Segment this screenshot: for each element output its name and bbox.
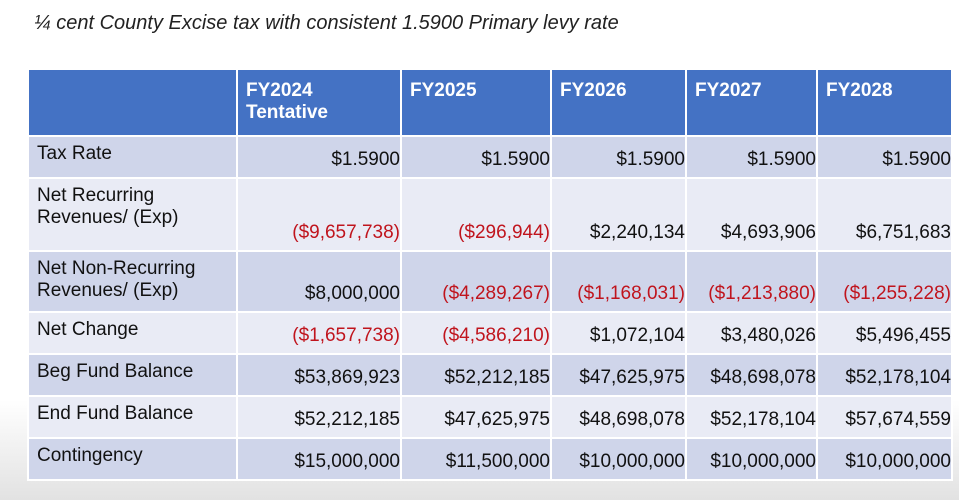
table-row: Contingency $15,000,000 $11,500,000 $10,000… [27, 437, 953, 481]
table-cell: ($4,289,267) [400, 250, 552, 313]
row-label: Contingency [27, 437, 238, 481]
table-row: Tax Rate $1.5900 $1.5900 $1.5900 $1.5900 $1.5… [27, 135, 953, 179]
row-label: Net Non-Recurring Revenues/ (Exp) [27, 250, 238, 313]
table-cell: $6,751,683 [816, 177, 953, 252]
table-cell: $11,500,000 [400, 437, 552, 481]
table-cell: ($1,168,031) [550, 250, 687, 313]
table-cell: $10,000,000 [685, 437, 818, 481]
table-cell: $52,178,104 [685, 395, 818, 439]
table-cell: $2,240,134 [550, 177, 687, 252]
table-cell: $53,869,923 [236, 353, 402, 397]
table-cell: $48,698,078 [550, 395, 687, 439]
table-cell: $1.5900 [685, 135, 818, 179]
row-label: Beg Fund Balance [27, 353, 238, 397]
table-cell: $1.5900 [400, 135, 552, 179]
row-label: Net Recurring Revenues/ (Exp) [27, 177, 238, 252]
fund-projection-table: FY2024 Tentative FY2025 FY2026 FY2027 FY2028 … [27, 68, 953, 481]
table-row: Net Recurring Revenues/ (Exp) ($9,657,738)… [27, 177, 953, 252]
table-cell: $57,674,559 [816, 395, 953, 439]
table-cell: $47,625,975 [400, 395, 552, 439]
table-cell: $4,693,906 [685, 177, 818, 252]
table-cell: $52,212,185 [236, 395, 402, 439]
column-header: FY2024 Tentative [236, 68, 402, 137]
column-header: FY2028 [816, 68, 953, 137]
table-row: End Fund Balance $52,212,185 $47,625,975 $4… [27, 395, 953, 439]
table-cell: $52,212,185 [400, 353, 552, 397]
table-cell: $1,072,104 [550, 311, 687, 355]
column-header: FY2026 [550, 68, 687, 137]
table-cell: $52,178,104 [816, 353, 953, 397]
table-cell: ($9,657,738) [236, 177, 402, 252]
row-label: End Fund Balance [27, 395, 238, 439]
table-cell: ($1,213,880) [685, 250, 818, 313]
table-cell: $47,625,975 [550, 353, 687, 397]
column-header: FY2027 [685, 68, 818, 137]
table-cell: ($1,255,228) [816, 250, 953, 313]
table-row: Net Non-Recurring Revenues/ (Exp) $8,000,0… [27, 250, 953, 313]
table-cell: ($4,586,210) [400, 311, 552, 355]
table-cell: $10,000,000 [550, 437, 687, 481]
column-header: FY2025 [400, 68, 552, 137]
table-cell: $8,000,000 [236, 250, 402, 313]
table-cell: ($296,944) [400, 177, 552, 252]
table-cell: $48,698,078 [685, 353, 818, 397]
row-label: Tax Rate [27, 135, 238, 179]
row-label: Net Change [27, 311, 238, 355]
table-cell: $15,000,000 [236, 437, 402, 481]
header-corner [27, 68, 238, 137]
table-cell: $1.5900 [550, 135, 687, 179]
table-row: Beg Fund Balance $53,869,923 $52,212,185 $4… [27, 353, 953, 397]
table-cell: $1.5900 [816, 135, 953, 179]
slide-title: ¼ cent County Excise tax with consistent… [34, 12, 619, 34]
table-cell: ($1,657,738) [236, 311, 402, 355]
table-cell: $1.5900 [236, 135, 402, 179]
table-row: Net Change ($1,657,738) ($4,586,210) $1,072… [27, 311, 953, 355]
table-cell: $5,496,455 [816, 311, 953, 355]
table-cell: $10,000,000 [816, 437, 953, 481]
table-cell: $3,480,026 [685, 311, 818, 355]
